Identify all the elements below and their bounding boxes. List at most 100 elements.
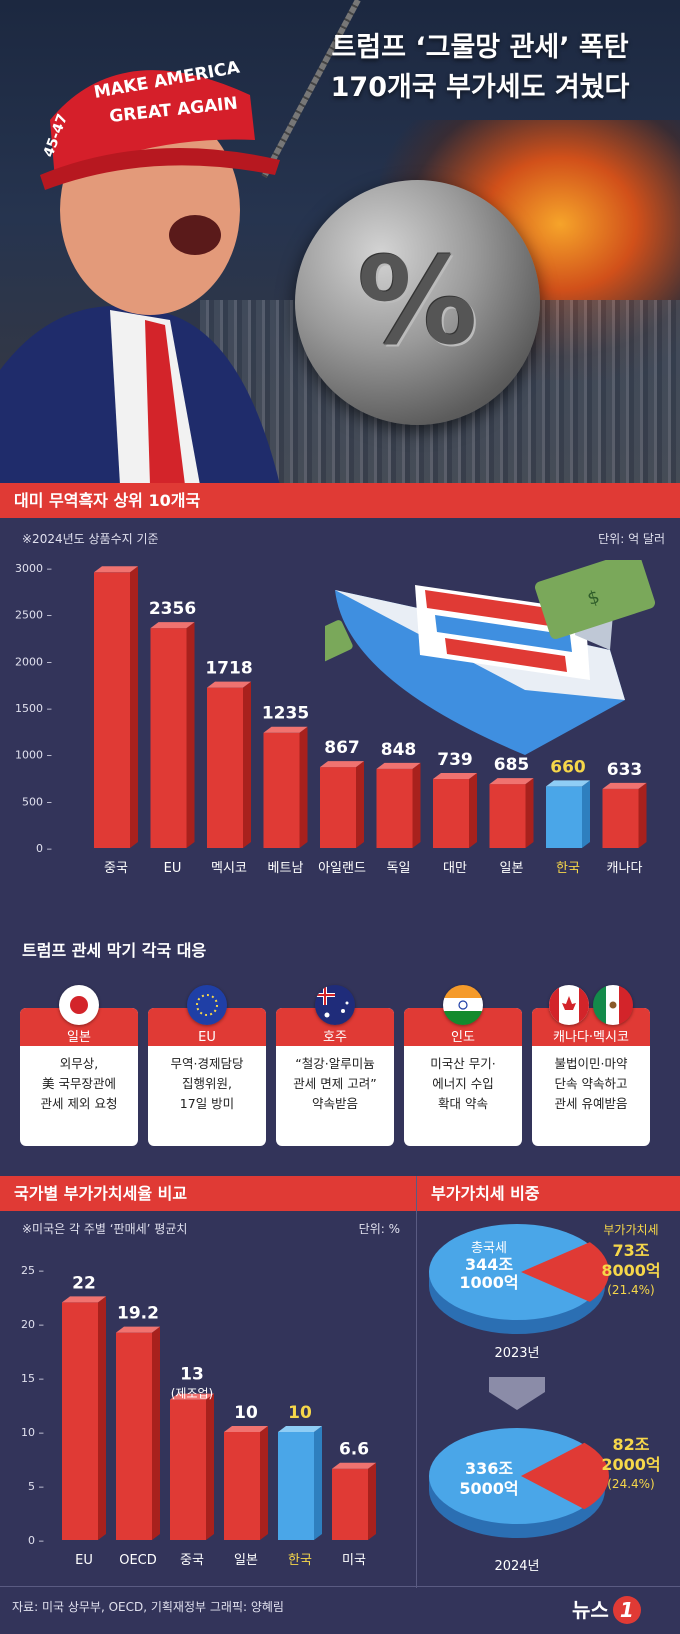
category-label: 한국 — [556, 861, 580, 876]
category-label: 멕시코 — [211, 861, 247, 876]
category-label: OECD — [119, 1553, 157, 1568]
bar — [546, 786, 582, 848]
card-country: 캐나다·멕시코 — [532, 1008, 650, 1046]
pie-2024-vat-l1: 82조 — [613, 1435, 650, 1454]
data-label: 19.2 — [117, 1304, 159, 1324]
bar-side — [186, 622, 195, 848]
card-line: 단속 약속하고 — [554, 1076, 628, 1091]
pie-2024-total-l1: 336조 — [465, 1459, 513, 1478]
bar-top — [62, 1296, 106, 1303]
bar-top — [150, 622, 195, 629]
card-body: 불법이민·마약 단속 약속하고 관세 유예받음 — [532, 1046, 650, 1114]
card-line: 집행위원, — [182, 1076, 232, 1091]
bar — [320, 767, 356, 848]
pie-2024-vat-slice — [521, 1442, 609, 1510]
data-label: 1235 — [262, 704, 309, 724]
data-label: 6.6 — [339, 1440, 369, 1460]
data-label: 10 — [288, 1403, 312, 1423]
bar — [94, 572, 130, 848]
vat-share-pies: 총국세 344조 1000억 부가가치세 73조 8000억 (21.4%) 2… — [429, 1223, 661, 1574]
category-label: 대만 — [443, 861, 467, 876]
title-line-1: 트럼프 ‘그물망 관세’ 폭탄 — [331, 32, 629, 63]
vat-unit: 단위: % — [358, 1222, 400, 1236]
card-line: “철강·알루미늄 — [295, 1056, 375, 1071]
page-title: 트럼프 ‘그물망 관세’ 폭탄 170개국 부가세도 겨눴다 — [290, 28, 670, 108]
category-label: EU — [164, 861, 182, 876]
percent-icon: % — [357, 233, 478, 372]
data-label: 13 — [180, 1365, 204, 1385]
trade-note: ※2024년도 상품수지 기준 — [22, 532, 159, 546]
bar-top — [278, 1426, 322, 1432]
trade-unit: 단위: 억 달러 — [598, 532, 665, 546]
bar-top — [116, 1326, 160, 1333]
y-tick-label: 25 – — [21, 1264, 44, 1277]
bar — [602, 788, 639, 848]
pie-2023-vat-slice — [521, 1242, 609, 1302]
data-label: 22 — [72, 1273, 96, 1293]
data-label: 848 — [381, 740, 417, 760]
y-tick-label: 500 – — [22, 795, 52, 808]
vat-section-title: 국가별 부가가치세율 비교 — [0, 1176, 416, 1211]
data-sublabel: (제조업) — [171, 1387, 213, 1401]
bar — [263, 732, 300, 848]
y-tick-label: 0 – — [28, 1534, 44, 1547]
share-section-title: 부가가치세 비중 — [417, 1176, 680, 1211]
pie-2023-total-l1: 총국세 — [471, 1241, 507, 1256]
pie-2023-vat-l1: 73조 — [613, 1241, 650, 1260]
card-line: 약속받음 — [311, 1096, 358, 1111]
wrecking-ball — [295, 180, 540, 425]
category-label: 미국 — [342, 1553, 366, 1568]
news1-logo: 뉴스 1 — [572, 1594, 641, 1624]
bar-top — [263, 726, 308, 733]
data-label: 660 — [550, 757, 586, 777]
bar — [332, 1468, 368, 1540]
data-label: 633 — [607, 760, 643, 780]
bar-top — [332, 1462, 376, 1469]
bar-side — [356, 761, 364, 848]
pie-2023-vat-pct: (21.4%) — [607, 1283, 654, 1297]
card-line: 관세 제외 요청 — [40, 1096, 118, 1111]
trump-illustration: MAKE AMERICA GREAT AGAIN 45-47 — [0, 57, 280, 485]
card-body: 외무상, 美 국무장관에 관세 제외 요청 — [20, 1046, 138, 1114]
bar — [170, 1399, 206, 1540]
footer-source: 자료: 미국 상무부, OECD, 기획재정부 그래픽: 양혜림 — [12, 1600, 284, 1614]
section-divider — [416, 1176, 417, 1588]
bar — [278, 1432, 314, 1540]
response-card: 일본 외무상, 美 국무장관에 관세 제외 요청 — [20, 1008, 138, 1146]
bar-side — [260, 1426, 268, 1540]
y-tick-label: 10 – — [21, 1426, 44, 1439]
y-tick-label: 3000 – — [15, 562, 52, 575]
response-title: 트럼프 관세 막기 각국 대응 — [22, 941, 207, 960]
y-tick-label: 20 – — [21, 1318, 44, 1331]
response-card: EU 무역·경제담당 집행위원, 17일 방미 — [148, 1008, 266, 1146]
data-label: 2356 — [149, 599, 196, 619]
bar-top — [170, 1393, 214, 1400]
vat-note: ※미국은 각 주별 ‘판매세’ 평균치 — [22, 1222, 188, 1236]
bar — [116, 1332, 152, 1540]
y-tick-label: 5 – — [28, 1480, 44, 1493]
canada-flag-icon — [549, 985, 589, 1025]
bar-side — [525, 778, 534, 848]
pie-2023-total-l2: 344조 — [465, 1255, 513, 1274]
vat-rate-chart: 0 – 5 – 10 – 15 – 20 – 25 – 22 EU 19.2 OECD 13 (제조업… — [21, 1264, 376, 1568]
bar-top — [376, 762, 421, 769]
bar-side — [299, 726, 308, 848]
card-line: 외무상, — [59, 1056, 99, 1071]
pie-2024-year: 2024년 — [494, 1559, 539, 1574]
bar-top — [433, 773, 477, 780]
card-line: 관세 면제 고려” — [293, 1076, 377, 1091]
card-body: 무역·경제담당 집행위원, 17일 방미 — [148, 1046, 266, 1114]
title-line-2: 170개국 부가세도 겨눴다 — [330, 72, 630, 103]
y-tick-label: 0 – — [36, 842, 52, 855]
bar-side — [368, 1462, 376, 1540]
response-card: 캐나다·멕시코 불법이민·마약 단속 약속하고 관세 유예받음 — [532, 1008, 650, 1146]
category-label: 한국 — [288, 1553, 312, 1568]
category-label: 베트남 — [268, 861, 304, 876]
pie-2024-total — [429, 1428, 605, 1524]
bar-side — [243, 681, 251, 848]
bar-top — [224, 1426, 268, 1432]
pie-2023-total — [429, 1224, 605, 1320]
logo-mark: 1 — [612, 1596, 641, 1624]
bar-top — [320, 761, 364, 768]
